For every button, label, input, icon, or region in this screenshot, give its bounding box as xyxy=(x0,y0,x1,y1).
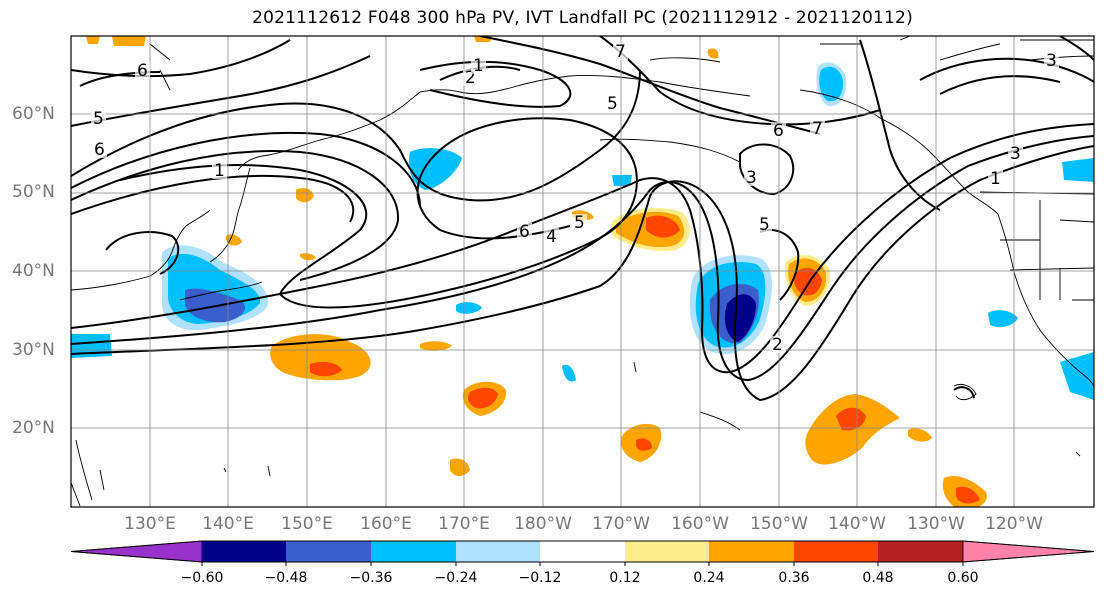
lon-label-120w: 120°W xyxy=(985,514,1043,534)
colorbar-tick: 0.48 xyxy=(862,570,894,586)
lon-label-180w: 180°W xyxy=(514,514,572,534)
lon-label-140w: 140°W xyxy=(828,514,886,534)
ivt-contours xyxy=(71,36,1094,402)
lon-label-140e: 140°E xyxy=(202,514,254,534)
lon-label-130w: 130°W xyxy=(907,514,965,534)
colorbar-tick: 0.24 xyxy=(693,570,725,586)
lon-label-130e: 130°E xyxy=(124,514,176,534)
contour-label: 7 xyxy=(812,119,823,139)
colorbar-segment xyxy=(625,541,709,562)
colorbar-tick: −0.48 xyxy=(264,570,308,586)
colorbar-extend-max xyxy=(962,540,1095,563)
colorbar-tick: 0.12 xyxy=(609,570,641,586)
lat-label-30n: 30°N xyxy=(12,340,55,360)
contour-label: 2 xyxy=(772,335,783,355)
contour-label: 1 xyxy=(990,169,1001,189)
contour-label: 5 xyxy=(607,94,618,114)
contour-label: 3 xyxy=(746,168,757,188)
colorbar-tick: −0.24 xyxy=(434,570,478,586)
contour-label: 5 xyxy=(759,215,770,235)
colorbar-tick: −0.36 xyxy=(349,570,393,586)
colorbar-segment xyxy=(456,541,540,562)
contour-label: 6 xyxy=(137,61,148,81)
contour-label: 3 xyxy=(1010,144,1021,164)
colorbar-extend-min xyxy=(70,540,203,563)
lon-label-150e: 150°E xyxy=(281,514,333,534)
contour-label: 6 xyxy=(773,121,784,141)
contour-label: 6 xyxy=(94,140,105,160)
colorbar-tick: −0.12 xyxy=(518,570,562,586)
map-title: 2021112612 F048 300 hPa PV, IVT Landfall… xyxy=(252,8,913,28)
map-frame xyxy=(70,35,1095,508)
lon-label-160w: 160°W xyxy=(671,514,729,534)
contour-label: 3 xyxy=(1046,51,1057,71)
contour-label: 7 xyxy=(615,42,626,62)
map-panel xyxy=(71,36,1094,507)
colorbar-segment xyxy=(540,541,625,562)
lon-label-170w: 170°W xyxy=(592,514,650,534)
colorbar-tick: 0.60 xyxy=(947,570,979,586)
lon-label-160e: 160°E xyxy=(360,514,412,534)
colorbar-segment xyxy=(286,541,371,562)
contour-label: 4 xyxy=(546,227,557,247)
colorbar-segment xyxy=(371,541,456,562)
contour-label: 5 xyxy=(574,213,585,233)
lat-label-60n: 60°N xyxy=(12,104,55,124)
lat-label-50n: 50°N xyxy=(12,182,55,202)
contour-label: 2 xyxy=(465,68,476,88)
contour-label: 1 xyxy=(473,56,484,76)
gridlines xyxy=(71,36,1094,507)
colorbar-segment xyxy=(202,541,286,562)
colorbar-segment xyxy=(709,541,794,562)
lon-label-150w: 150°W xyxy=(750,514,808,534)
pv-shading xyxy=(71,36,1094,507)
coastlines xyxy=(71,36,1094,507)
colorbar xyxy=(70,540,1095,566)
colorbar-tick: −0.60 xyxy=(180,570,224,586)
lon-label-170e: 170°E xyxy=(438,514,490,534)
colorbar-segment xyxy=(878,541,963,562)
contour-label: 5 xyxy=(93,109,104,129)
neg-anomaly-bering xyxy=(408,148,462,190)
colorbar-tick: 0.36 xyxy=(778,570,810,586)
lat-label-40n: 40°N xyxy=(12,261,55,281)
lat-label-20n: 20°N xyxy=(12,418,55,438)
contour-label: 6 xyxy=(519,222,530,242)
colorbar-segment xyxy=(794,541,878,562)
pos-anomaly-subtropics xyxy=(270,334,371,381)
contour-label: 1 xyxy=(214,161,225,181)
